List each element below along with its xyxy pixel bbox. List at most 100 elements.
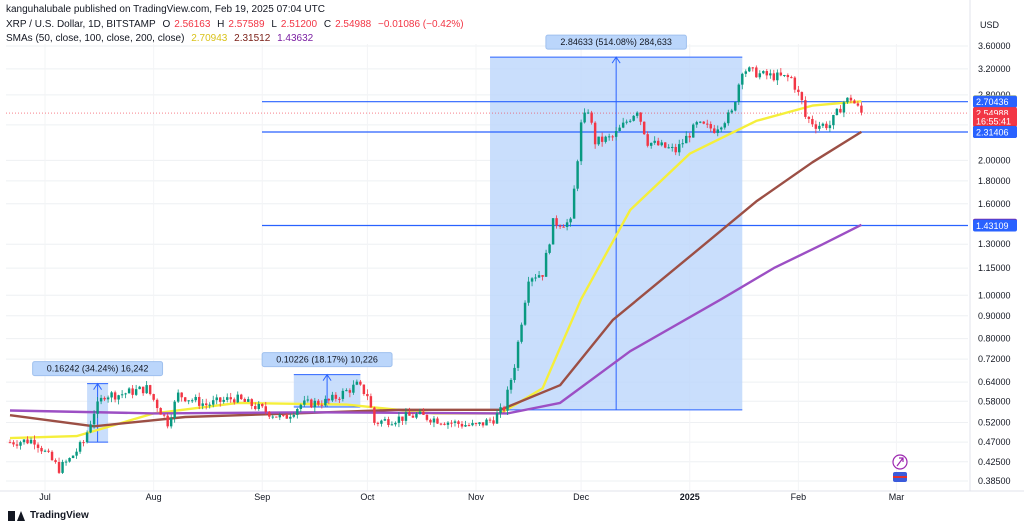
- candle-body: [285, 414, 289, 419]
- price-label: 2.31406: [976, 127, 1009, 137]
- candle-body: [201, 403, 204, 406]
- candle-body: [825, 123, 828, 129]
- candle-body: [411, 415, 415, 418]
- candle-body: [779, 72, 783, 76]
- candle-body: [40, 447, 43, 452]
- candle-body: [254, 406, 257, 409]
- flag-icon[interactable]: [892, 454, 908, 482]
- candle-body: [695, 122, 698, 125]
- y-tick-label: 2.80000: [978, 90, 1011, 100]
- x-tick-label: Feb: [791, 492, 807, 502]
- candle-body: [341, 390, 345, 399]
- candle-body: [607, 136, 611, 138]
- candle-body: [303, 400, 306, 405]
- candle-body: [565, 222, 569, 227]
- y-tick-label: 0.47000: [978, 437, 1011, 447]
- candle-body: [432, 418, 436, 423]
- y-tick-label: 1.00000: [978, 290, 1011, 300]
- candle-body: [842, 102, 846, 113]
- candle-body: [506, 389, 509, 411]
- candle-body: [730, 110, 734, 113]
- candle-body: [124, 393, 127, 395]
- candle-body: [103, 397, 106, 400]
- candle-body: [317, 400, 320, 405]
- candle-body: [211, 400, 215, 405]
- candle-body: [534, 277, 537, 279]
- candle-body: [292, 414, 296, 417]
- candle-body: [818, 125, 821, 129]
- candle-body: [811, 118, 814, 125]
- candle-body: [78, 442, 82, 452]
- candle-body: [355, 381, 359, 385]
- candle-body: [600, 136, 604, 142]
- x-tick-label: Jul: [39, 492, 51, 502]
- low-value: 2.51200: [280, 19, 318, 30]
- candle-body: [765, 71, 769, 76]
- candle-body: [642, 121, 646, 135]
- candle-body: [849, 97, 853, 101]
- candle-body: [257, 403, 260, 409]
- candle-body: [390, 424, 394, 426]
- candle-body: [527, 281, 530, 303]
- candle-body: [807, 116, 811, 119]
- price-label: 16:55:41: [976, 116, 1011, 126]
- candle-body: [33, 439, 36, 445]
- candle-body: [702, 121, 705, 124]
- range-label-box: [545, 34, 687, 50]
- candle-body: [415, 413, 418, 418]
- candle-body: [268, 411, 271, 417]
- candle-body: [127, 388, 131, 394]
- candle-body: [348, 390, 352, 393]
- x-tick-label: Dec: [573, 492, 590, 502]
- candle-body: [748, 67, 751, 72]
- candle-body: [821, 123, 825, 126]
- candle-body: [141, 386, 145, 394]
- candle-body: [656, 140, 660, 146]
- footer-brand[interactable]: TradingView: [8, 510, 89, 521]
- candle-body: [769, 73, 772, 76]
- price-label-box: [973, 125, 1017, 138]
- candle-body: [723, 123, 726, 128]
- candle-body: [706, 123, 709, 125]
- candle-body: [331, 394, 334, 401]
- candle-body: [492, 420, 495, 424]
- candle-body: [520, 324, 523, 342]
- candle-body: [618, 127, 621, 132]
- candle-body: [579, 122, 583, 162]
- candle-body: [401, 416, 404, 421]
- candle-body: [804, 100, 807, 117]
- sma-title[interactable]: SMAs (50, close, 100, close, 200, close): [6, 33, 185, 44]
- candle-body: [604, 136, 607, 142]
- candle-body: [338, 398, 341, 400]
- candle-body: [299, 404, 303, 409]
- candle-body: [197, 396, 201, 406]
- candle-body: [467, 425, 471, 427]
- candle-body: [313, 400, 317, 408]
- candle-body: [677, 144, 681, 153]
- candle-body: [190, 400, 194, 402]
- symbol-title[interactable]: XRP / U.S. Dollar, 1D, BITSTAMP: [6, 19, 156, 30]
- candle-body: [839, 108, 842, 113]
- candle-body: [443, 423, 446, 425]
- candle-body: [404, 412, 408, 421]
- candle-body: [383, 419, 387, 421]
- candle-body: [853, 100, 856, 104]
- candle-body: [481, 422, 485, 426]
- y-tick-label: 1.60000: [978, 199, 1011, 209]
- candle-body: [240, 394, 243, 400]
- candle-body: [846, 97, 849, 103]
- candle-body: [320, 404, 324, 406]
- price-label: 2.70436: [976, 97, 1009, 107]
- candle-body: [68, 458, 71, 462]
- candle-body: [569, 218, 572, 223]
- candle-body: [380, 420, 383, 424]
- candles-layer: [8, 65, 863, 475]
- currency-label: USD: [980, 20, 1000, 30]
- candle-body: [474, 423, 478, 425]
- candle-body: [699, 121, 702, 123]
- candle-body: [229, 397, 232, 400]
- candle-body: [544, 252, 548, 277]
- candle-body: [783, 75, 786, 77]
- candle-body: [478, 422, 481, 425]
